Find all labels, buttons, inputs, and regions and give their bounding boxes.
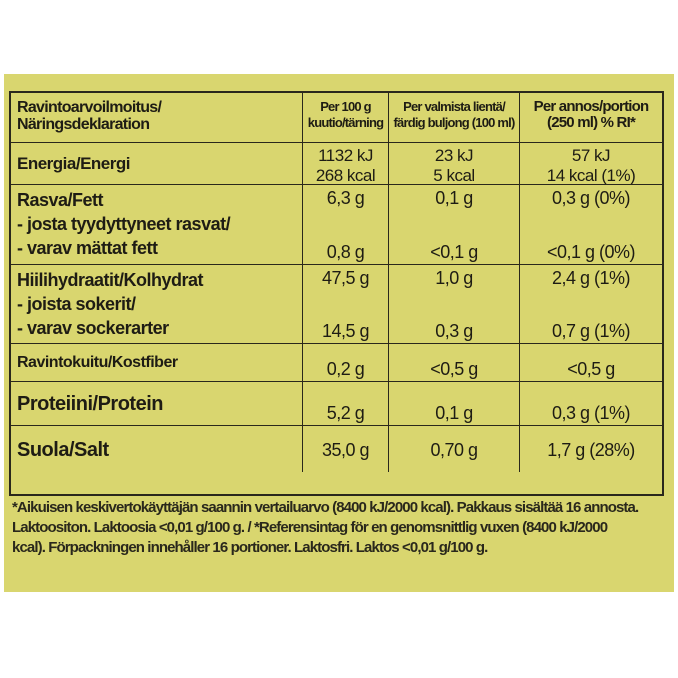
footnote-line-3: kcal). Förpackningen innehåller 16 porti…	[12, 539, 488, 556]
carbohydrate-per-100ml: 1,0 g 0,3 g	[389, 265, 520, 344]
energy-per-portion: 57 kJ 14 kcal (1%)	[520, 143, 662, 185]
row-label-salt: Suola/Salt	[11, 426, 303, 472]
nutrition-table: Ravintoarvoilmoitus/ Näringsdeklaration …	[9, 91, 664, 496]
fiber-label: Ravintokuitu/Kostfiber	[17, 354, 178, 371]
fat-portion: 0,3 g (0%)	[551, 188, 631, 208]
carbohydrate-100g: 47,5 g	[321, 268, 370, 288]
nutrition-label-background	[4, 74, 674, 592]
protein-per-portion: 0,3 g (1%)	[520, 382, 662, 426]
header-per-prepared-broth: Per valmista lientä/ färdig buljong (100…	[389, 93, 520, 143]
row-label-protein: Proteiini/Protein	[11, 382, 303, 426]
protein-per-100ml: 0,1 g	[389, 382, 520, 426]
saturated-fat-100ml: <0,1 g	[430, 242, 478, 262]
salt-per-portion: 1,7 g (28%)	[547, 439, 635, 460]
energy-kj-100g: 1132 kJ	[318, 146, 373, 165]
carbohydrate-per-portion: 2,4 g (1%) 0,7 g (1%)	[520, 265, 662, 344]
header-per-portion: Per annos/portion (250 ml) % RI*	[520, 93, 662, 143]
sugars-portion: 0,7 g (1%)	[551, 321, 631, 341]
energy-kcal-portion: 14 kcal (1%)	[546, 166, 636, 185]
fat-label: Rasva/Fett	[17, 190, 104, 210]
fiber-per-100ml: <0,5 g	[389, 344, 520, 382]
carbohydrate-label: Hiilihydraatit/Kolhydrat	[17, 270, 204, 290]
row-label-carbohydrate: Hiilihydraatit/Kolhydrat - joista sokeri…	[11, 265, 303, 344]
sugars-label-fi: - joista sokerit/	[17, 294, 136, 314]
salt-per-100ml: 0,70 g	[389, 426, 520, 472]
salt-per-100g: 35,0 g	[303, 426, 389, 472]
energy-kcal-100g: 268 kcal	[315, 166, 376, 185]
carbohydrate-per-100g: 47,5 g 14,5 g	[303, 265, 389, 344]
protein-per-100g: 5,2 g	[303, 382, 389, 426]
header-per-100g: Per 100 g kuutio/tärning	[303, 93, 389, 143]
sugars-100ml: 0,3 g	[435, 321, 473, 341]
energy-per-100g: 1132 kJ 268 kcal	[303, 143, 389, 185]
energy-per-100ml: 23 kJ 5 kcal	[389, 143, 520, 185]
energy-kcal-100ml: 5 kcal	[433, 166, 475, 185]
sugars-100g: 14,5 g	[321, 321, 370, 341]
saturated-fat-label-sv: - varav mättat fett	[17, 238, 158, 258]
footnote-line-2: Laktoositon. Laktoosia <0,01 g/100 g. / …	[12, 519, 608, 536]
fat-100g: 6,3 g	[326, 188, 365, 208]
footnote: *Aikuisen keskivertokäyttäjän saannin ve…	[12, 498, 662, 558]
row-label-fiber: Ravintokuitu/Kostfiber	[11, 344, 303, 382]
fat-per-100g: 6,3 g 0,8 g	[303, 185, 389, 265]
fiber-per-100g: 0,2 g	[303, 344, 389, 382]
row-label-energy: Energia/Energi	[11, 143, 303, 185]
energy-kj-portion: 57 kJ	[571, 146, 611, 165]
row-label-fat: Rasva/Fett - josta tyydyttyneet rasvat/ …	[11, 185, 303, 265]
energy-label: Energia/Energi	[17, 154, 130, 173]
salt-label: Suola/Salt	[17, 438, 109, 461]
fat-per-portion: 0,3 g (0%) <0,1 g (0%)	[520, 185, 662, 265]
fiber-per-portion: <0,5 g	[520, 344, 662, 382]
carbohydrate-100ml: 1,0 g	[435, 268, 473, 288]
saturated-fat-100g: 0,8 g	[326, 242, 365, 262]
carbohydrate-portion: 2,4 g (1%)	[551, 268, 631, 288]
saturated-fat-portion: <0,1 g (0%)	[546, 242, 636, 262]
energy-kj-100ml: 23 kJ	[434, 146, 474, 165]
fat-per-100ml: 0,1 g <0,1 g	[389, 185, 520, 265]
protein-label: Proteiini/Protein	[17, 393, 163, 415]
sugars-label-sv: - varav sockerarter	[17, 318, 169, 338]
footnote-line-1: *Aikuisen keskivertokäyttäjän saannin ve…	[12, 499, 639, 516]
header-nutrition-declaration: Ravintoarvoilmoitus/ Näringsdeklaration	[11, 93, 303, 143]
saturated-fat-label-fi: - josta tyydyttyneet rasvat/	[17, 214, 231, 234]
fat-100ml: 0,1 g	[435, 188, 473, 208]
